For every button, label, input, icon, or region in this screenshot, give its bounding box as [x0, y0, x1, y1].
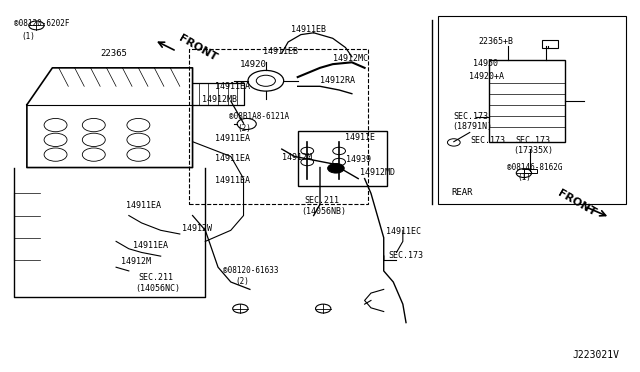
Text: 14912M: 14912M	[282, 153, 312, 162]
Text: 14912MB: 14912MB	[202, 95, 237, 104]
Text: FRONT: FRONT	[556, 189, 598, 218]
Text: 14911EB: 14911EB	[262, 47, 298, 56]
Text: (14056NB): (14056NB)	[301, 206, 346, 216]
Text: 14912W: 14912W	[182, 224, 212, 233]
Text: J223021V: J223021V	[573, 350, 620, 359]
Circle shape	[328, 163, 344, 173]
Text: 14911EA: 14911EA	[215, 82, 250, 91]
Text: ®08B1A8-6121A: ®08B1A8-6121A	[229, 112, 289, 121]
Text: SEC.173: SEC.173	[454, 112, 489, 121]
Text: 14911EC: 14911EC	[387, 227, 421, 236]
Text: 14911EA: 14911EA	[133, 241, 168, 250]
Text: 14911EA: 14911EA	[215, 154, 250, 163]
Text: 14911EB: 14911EB	[291, 25, 326, 33]
Text: (1): (1)	[518, 173, 531, 182]
Text: (1): (1)	[22, 32, 36, 41]
Text: 14912MC: 14912MC	[333, 54, 368, 63]
Bar	[524, 169, 537, 173]
Text: REAR: REAR	[451, 188, 473, 197]
Text: (17335X): (17335X)	[513, 147, 553, 155]
Text: 14911EA: 14911EA	[125, 201, 161, 210]
Text: SEC.173: SEC.173	[470, 137, 506, 145]
Text: 14920: 14920	[241, 60, 268, 69]
Text: 14911E: 14911E	[346, 133, 376, 142]
Text: FRONT: FRONT	[177, 33, 218, 62]
Text: 14912MD: 14912MD	[360, 168, 395, 177]
Text: 14950: 14950	[473, 59, 498, 68]
Text: SEC.211: SEC.211	[305, 196, 340, 205]
Text: SEC.173: SEC.173	[515, 137, 550, 145]
Text: (14056NC): (14056NC)	[135, 284, 180, 293]
Text: 22365+B: 22365+B	[478, 37, 513, 46]
Text: 22365: 22365	[100, 49, 127, 58]
Text: 14912RA: 14912RA	[320, 76, 355, 85]
Text: ®08120-6202F: ®08120-6202F	[14, 19, 70, 28]
Text: (2): (2)	[236, 277, 249, 286]
Bar	[541, 40, 557, 48]
Text: 14920+A: 14920+A	[469, 72, 504, 81]
Text: ®08146-8162G: ®08146-8162G	[507, 163, 562, 171]
Text: 14939: 14939	[346, 155, 371, 164]
Text: 14911EA: 14911EA	[215, 134, 250, 143]
Text: (18791N): (18791N)	[452, 122, 493, 131]
Text: SEC.173: SEC.173	[388, 251, 423, 260]
Text: 14912M: 14912M	[120, 257, 150, 266]
Text: (2): (2)	[237, 124, 251, 133]
Text: SEC.211: SEC.211	[138, 273, 173, 282]
Text: ®08120-61633: ®08120-61633	[223, 266, 278, 275]
Bar	[489, 61, 565, 142]
Text: 14911EA: 14911EA	[215, 176, 250, 185]
